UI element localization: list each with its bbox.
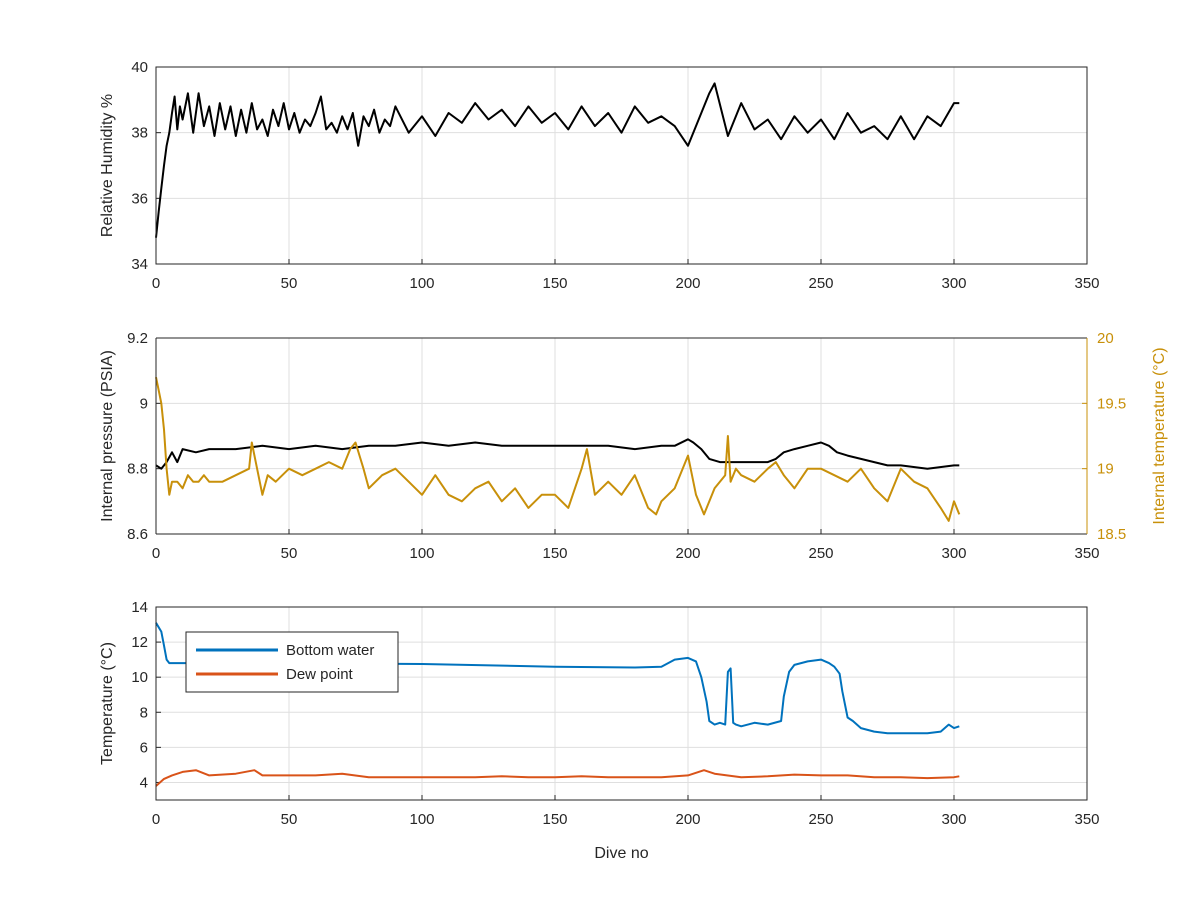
y-right-tick-label: 19: [1097, 461, 1114, 478]
x-tick-label: 150: [542, 811, 567, 828]
x-tick-label: 150: [542, 275, 567, 292]
y-tick-label: 8.8: [127, 461, 148, 478]
series-line-bottom-water: [155, 622, 960, 735]
x-tick-label: 0: [152, 275, 160, 292]
y-tick-label: 36: [131, 190, 148, 207]
x-tick-label: 100: [409, 545, 434, 562]
x-tick-label: 300: [941, 545, 966, 562]
y-tick-label: 9.2: [127, 330, 148, 347]
legend-label: Bottom water: [286, 642, 374, 659]
y-right-axis-label: Internal temperature (°C): [1151, 347, 1168, 524]
y-right-tick-label: 20: [1097, 330, 1114, 347]
y-tick-label: 12: [131, 634, 148, 651]
y-axis-label: Internal pressure (PSIA): [99, 350, 116, 522]
x-tick-label: 200: [675, 811, 700, 828]
y-tick-label: 14: [131, 599, 148, 616]
plot-frame: [155, 606, 1088, 801]
y-axis-label: Relative Humidity %: [99, 94, 116, 237]
x-tick-label: 0: [152, 811, 160, 828]
x-axis-label: Dive no: [594, 845, 648, 862]
y-tick-label: 34: [131, 256, 148, 273]
x-tick-label: 250: [808, 275, 833, 292]
x-tick-label: 300: [941, 811, 966, 828]
legend-box: [185, 631, 399, 693]
y-tick-label: 4: [140, 774, 148, 791]
x-tick-label: 50: [281, 811, 298, 828]
legend-label: Dew point: [286, 666, 354, 683]
x-tick-label: 100: [409, 811, 434, 828]
y-right-tick-label: 19.5: [1097, 395, 1126, 412]
y-tick-label: 8.6: [127, 526, 148, 543]
x-tick-label: 100: [409, 275, 434, 292]
plot-area: [156, 338, 1087, 534]
y-tick-label: 6: [140, 739, 148, 756]
x-tick-label: 350: [1074, 275, 1099, 292]
x-tick-label: 350: [1074, 811, 1099, 828]
x-tick-label: 250: [808, 811, 833, 828]
y-tick-label: 8: [140, 704, 148, 721]
y-tick-label: 10: [131, 669, 148, 686]
series-line-0: [155, 82, 960, 238]
x-tick-label: 200: [675, 545, 700, 562]
series-line-1: [155, 376, 961, 522]
y-right-tick-label: 18.5: [1097, 526, 1126, 543]
humidity-panel: 0 50 100 150 200 250 300 350 34 36 38 40 Relative Hu…: [99, 59, 1100, 292]
plot-area: [156, 67, 1087, 264]
x-tick-label: 0: [152, 545, 160, 562]
x-tick-label: 50: [281, 545, 298, 562]
temperature-panel: 0 50 100 150 200 250 300 350 4 6 8 10 12 14 Temperatur…: [99, 599, 1100, 862]
x-tick-label: 50: [281, 275, 298, 292]
y-axis-label: Temperature (°C): [99, 642, 116, 765]
plot-frame: [155, 66, 1088, 265]
x-tick-label: 200: [675, 275, 700, 292]
pressure-temperature-panel: 0 50 100 150 200 250 300 350 8.6 8.8 9 9.2 18.5 19 19.…: [99, 330, 1168, 562]
x-tick-label: 300: [941, 275, 966, 292]
y-tick-label: 38: [131, 125, 148, 142]
series-line-dew-point: [155, 769, 960, 787]
x-tick-label: 350: [1074, 545, 1099, 562]
series-line-0: [155, 438, 960, 470]
y-tick-label: 9: [140, 395, 148, 412]
y-tick-label: 40: [131, 59, 148, 76]
x-tick-label: 150: [542, 545, 567, 562]
legend: Bottom water Dew point: [185, 631, 399, 693]
x-tick-label: 250: [808, 545, 833, 562]
